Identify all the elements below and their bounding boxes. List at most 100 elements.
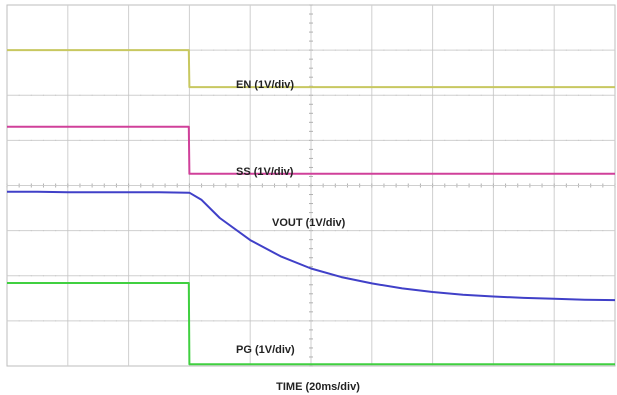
grid-dot (359, 184, 361, 187)
grid-dot (249, 94, 251, 96)
grid-dot (18, 94, 20, 96)
grid-dot (480, 139, 482, 141)
grid-dot (30, 184, 32, 187)
grid-dot (346, 320, 349, 322)
grid-dot (213, 139, 215, 141)
grid-dot (261, 94, 263, 96)
grid-dot (286, 94, 288, 96)
grid-dot (346, 275, 349, 277)
grid-dot (176, 230, 178, 232)
grid-dot (590, 230, 592, 232)
grid-dot (614, 320, 616, 322)
grid-dot (322, 230, 324, 232)
grid-dot (18, 320, 20, 322)
grid-dot (334, 230, 336, 232)
grid-dot (103, 275, 105, 277)
grid-dot (273, 320, 276, 322)
grid-dot (359, 275, 361, 277)
grid-dot (322, 94, 324, 96)
trace-pg (7, 282, 615, 366)
grid-dot (553, 230, 555, 232)
grid-dot (42, 275, 45, 277)
grid-dot (140, 184, 142, 187)
grid-dot (152, 320, 154, 322)
grid-dot (249, 275, 251, 277)
grid-dot (577, 184, 580, 187)
grid-dot (432, 275, 434, 277)
grid-dot (541, 139, 543, 141)
grid-dot (164, 184, 166, 187)
grid-dot (213, 275, 215, 277)
grid-dot (492, 320, 494, 322)
grid-dot (176, 275, 178, 277)
grid-dot (128, 184, 130, 187)
trace-label-ss: SS (1V/div) (236, 166, 294, 178)
grid-dot (310, 320, 312, 322)
grid-dot (444, 184, 446, 187)
trace-label-pg: PG (1V/div) (236, 344, 295, 356)
grid-dot (395, 184, 397, 187)
grid-dot (419, 320, 422, 322)
grid-dot (407, 184, 409, 187)
grid-dot (529, 275, 531, 277)
grid-dot (286, 49, 288, 51)
grid-dot (590, 320, 592, 322)
grid-dot (310, 184, 312, 187)
grid-dot (432, 49, 434, 51)
grid-dot (128, 275, 130, 277)
grid-dot (249, 184, 251, 187)
grid-dot (383, 49, 385, 51)
grid-dot (286, 184, 288, 187)
grid-dot (480, 49, 482, 51)
grid-dot (468, 94, 470, 96)
grid-dot (67, 275, 69, 277)
grid-dot (395, 139, 397, 141)
grid-dot (261, 139, 263, 141)
grid-dot (273, 275, 276, 277)
grid-dot (504, 139, 507, 141)
grid-dot (322, 184, 324, 187)
grid-dot (577, 139, 580, 141)
grid-dot (213, 230, 215, 232)
trace-vout (7, 190, 616, 302)
grid-dot (346, 230, 349, 232)
grid-dot (286, 139, 288, 141)
grid-dot (444, 94, 446, 96)
grid-dot (213, 49, 215, 51)
trace-label-vout: VOUT (1V/div) (272, 217, 346, 229)
grid-dot (310, 139, 312, 141)
grid-dot (602, 94, 604, 96)
grid-dot (298, 139, 300, 141)
grid-dot (359, 320, 361, 322)
grid-dot (468, 184, 470, 187)
grid-dot (529, 230, 531, 232)
grid-dot (529, 184, 531, 187)
grid-dot (541, 320, 543, 322)
grid-dot (128, 230, 130, 232)
grid-dot (30, 275, 32, 277)
grid-dot (590, 94, 592, 96)
grid-dot (164, 275, 166, 277)
grid-dot (55, 139, 57, 141)
grid-dot (200, 49, 203, 51)
grid-dot (517, 49, 519, 51)
grid-dot (310, 275, 312, 277)
grid-dot (504, 230, 507, 232)
grid-dot (286, 275, 288, 277)
plot-traces (7, 49, 616, 366)
grid-dot (590, 49, 592, 51)
grid-dot (152, 94, 154, 96)
grid-dot (298, 49, 300, 51)
grid-dot (614, 275, 616, 277)
grid-dot (164, 94, 166, 96)
grid-dot (504, 275, 507, 277)
grid-dot (128, 320, 130, 322)
grid-dot (395, 230, 397, 232)
grid-dot (115, 94, 118, 96)
grid-dot (346, 139, 349, 141)
grid-dot (91, 139, 93, 141)
grid-dot (480, 94, 482, 96)
grid-dot (395, 275, 397, 277)
grid-dot (6, 275, 8, 277)
grid-dot (602, 320, 604, 322)
